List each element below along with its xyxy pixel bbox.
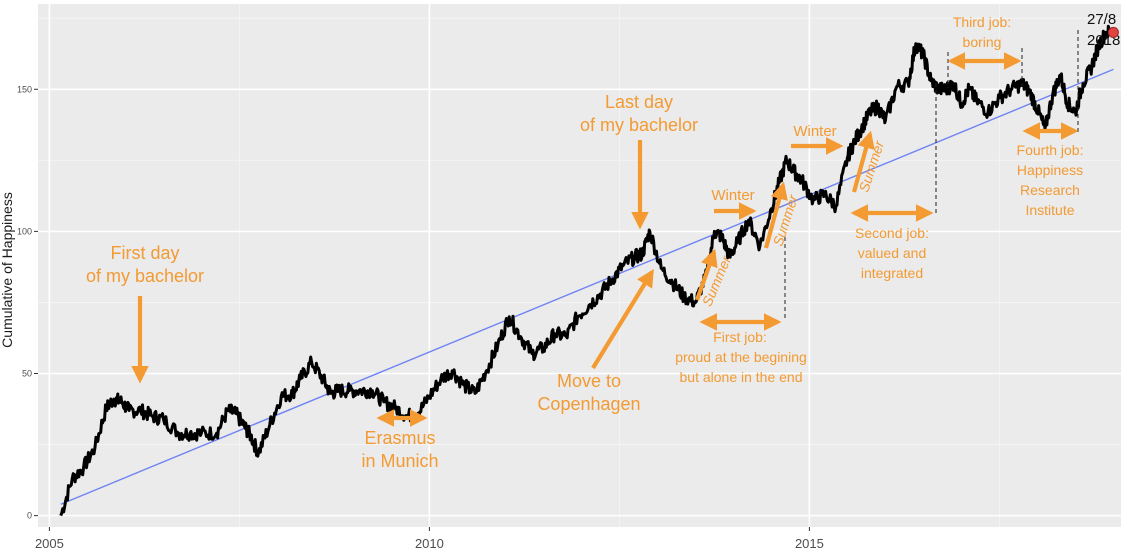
arrow-move-cph xyxy=(591,268,654,370)
axis-ticks: 2005 2010 2015 0 50 100 150 xyxy=(17,84,824,551)
trend-line xyxy=(60,68,1114,505)
annotation-winter-2014: Winter xyxy=(793,123,836,140)
x-tick-label: 2010 xyxy=(415,536,444,551)
dashed-guides xyxy=(784,30,1079,318)
annotation-second-job-1: Second job: xyxy=(855,225,929,241)
endpoint-layer xyxy=(1107,26,1119,38)
annotation-first-job-3: but alone in the end xyxy=(680,369,803,385)
annotation-first-job-1: First job: xyxy=(713,329,767,345)
arrow-summer-2013 xyxy=(695,248,718,301)
x-tick-label: 2005 xyxy=(35,536,64,551)
annotation-third-job-1: Third job: xyxy=(953,14,1011,30)
annotation-texts: First day of my bachelor Erasmus in Muni… xyxy=(86,11,1120,471)
annotation-winter-2013: Winter xyxy=(711,187,754,204)
annotation-fourth-job-1: Fourth job: xyxy=(1017,142,1084,158)
y-tick-label: 50 xyxy=(22,369,32,379)
annotation-first-job-2: proud at the begining xyxy=(675,349,807,365)
x-tick-label: 2015 xyxy=(795,536,824,551)
annotation-fourth-job-2: Happiness xyxy=(1017,162,1083,178)
annotation-second-job-3: integrated xyxy=(861,265,923,281)
annotation-first-day-2: of my bachelor xyxy=(86,266,204,286)
annotation-erasmus-2: in Munich xyxy=(361,451,438,471)
annotation-fourth-job-4: Institute xyxy=(1025,202,1074,218)
annotation-second-job-2: valued and xyxy=(858,245,927,261)
y-tick-label: 100 xyxy=(17,226,32,236)
end-date-label-1: 27/8 xyxy=(1087,11,1116,28)
annotation-move-2: Copenhagen xyxy=(537,394,640,414)
trend-line-layer xyxy=(60,68,1114,505)
annotation-erasmus-1: Erasmus xyxy=(364,428,435,448)
arrow-summer-2015 xyxy=(851,130,875,193)
arrow-summer-2014 xyxy=(763,181,788,249)
y-tick-label: 150 xyxy=(17,84,32,94)
end-point-marker xyxy=(1107,26,1119,38)
annotation-last-day-2: of my bachelor xyxy=(580,115,698,135)
annotation-arrows xyxy=(131,52,1079,427)
y-axis-label: Cumulative of Happiness xyxy=(0,192,15,348)
happiness-line xyxy=(59,24,1115,517)
annotation-move-1: Move to xyxy=(557,371,621,391)
annotation-last-day-1: Last day xyxy=(605,92,673,112)
annotation-fourth-job-3: Research xyxy=(1020,182,1080,198)
annotation-third-job-2: boring xyxy=(963,34,1002,50)
annotation-first-day-1: First day xyxy=(110,243,179,263)
happiness-line-layer xyxy=(59,24,1115,517)
y-tick-label: 0 xyxy=(27,511,32,521)
